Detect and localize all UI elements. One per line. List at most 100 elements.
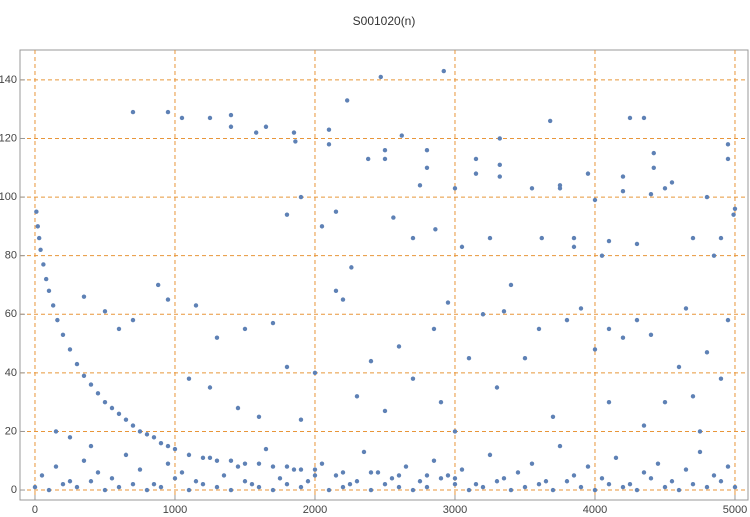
point <box>441 68 446 74</box>
point <box>410 235 416 241</box>
point <box>214 484 220 490</box>
point <box>319 461 325 466</box>
point <box>55 317 60 323</box>
point <box>172 446 178 452</box>
point <box>228 124 234 129</box>
point <box>284 364 290 370</box>
point <box>452 481 458 487</box>
point <box>200 455 206 461</box>
point <box>340 484 346 490</box>
point <box>81 294 87 299</box>
point <box>382 147 388 153</box>
point <box>557 443 563 449</box>
point <box>102 309 108 314</box>
point <box>620 484 626 490</box>
point <box>690 481 696 487</box>
point <box>60 481 66 487</box>
point <box>725 464 731 469</box>
point <box>144 432 150 437</box>
point <box>53 464 59 469</box>
point <box>410 487 416 493</box>
point <box>256 461 262 466</box>
point <box>497 174 502 179</box>
point <box>627 481 633 487</box>
point <box>235 464 241 469</box>
point <box>669 479 675 484</box>
point <box>634 487 640 493</box>
point <box>88 382 94 387</box>
point <box>529 186 535 191</box>
point <box>186 487 192 493</box>
point <box>571 244 577 250</box>
point <box>497 162 502 168</box>
point <box>473 171 479 176</box>
point <box>578 484 584 490</box>
point <box>32 484 38 490</box>
point <box>424 147 430 153</box>
point <box>130 317 136 323</box>
point <box>487 235 493 241</box>
point <box>256 484 262 490</box>
y-tick-label: 20 <box>5 425 17 437</box>
point <box>116 326 122 332</box>
point <box>200 481 206 487</box>
y-tick-label: 40 <box>5 367 17 379</box>
point <box>67 347 73 352</box>
point <box>74 484 80 490</box>
point <box>641 470 647 475</box>
point <box>620 174 626 179</box>
point <box>599 253 605 258</box>
point <box>725 156 731 162</box>
point <box>466 356 472 361</box>
point <box>193 479 199 484</box>
point <box>193 303 199 308</box>
point <box>130 109 136 115</box>
point <box>186 452 192 458</box>
point <box>543 479 549 484</box>
point <box>732 206 738 211</box>
point <box>319 224 325 229</box>
point <box>263 124 269 129</box>
point <box>253 130 259 135</box>
point <box>137 467 143 472</box>
point <box>60 332 66 337</box>
point <box>690 394 696 399</box>
point <box>53 429 59 434</box>
point <box>95 470 101 475</box>
point <box>641 115 647 121</box>
point <box>116 484 122 490</box>
point <box>578 306 584 311</box>
point <box>676 487 682 493</box>
y-tick-label: 80 <box>5 250 17 262</box>
point <box>256 414 262 419</box>
point <box>382 156 388 162</box>
point <box>186 376 192 381</box>
point <box>431 326 437 332</box>
x-tick-label: 1000 <box>163 504 187 516</box>
point <box>333 473 339 478</box>
point <box>547 118 553 124</box>
point <box>571 235 577 241</box>
point <box>382 481 388 487</box>
x-tick-label: 3000 <box>443 504 467 516</box>
point <box>326 487 332 493</box>
x-tick-label: 2000 <box>303 504 327 516</box>
point <box>155 282 161 288</box>
point <box>508 487 514 493</box>
point <box>130 481 136 487</box>
point <box>43 276 49 282</box>
point <box>487 452 493 458</box>
point <box>35 224 40 229</box>
y-tick-label: 120 <box>0 132 17 144</box>
point <box>130 423 136 428</box>
point <box>711 473 717 478</box>
point <box>396 344 402 349</box>
point <box>718 479 724 484</box>
point <box>365 156 371 162</box>
point <box>270 464 276 469</box>
point <box>651 165 656 170</box>
point <box>606 481 612 487</box>
point <box>333 288 339 294</box>
point <box>144 487 150 493</box>
